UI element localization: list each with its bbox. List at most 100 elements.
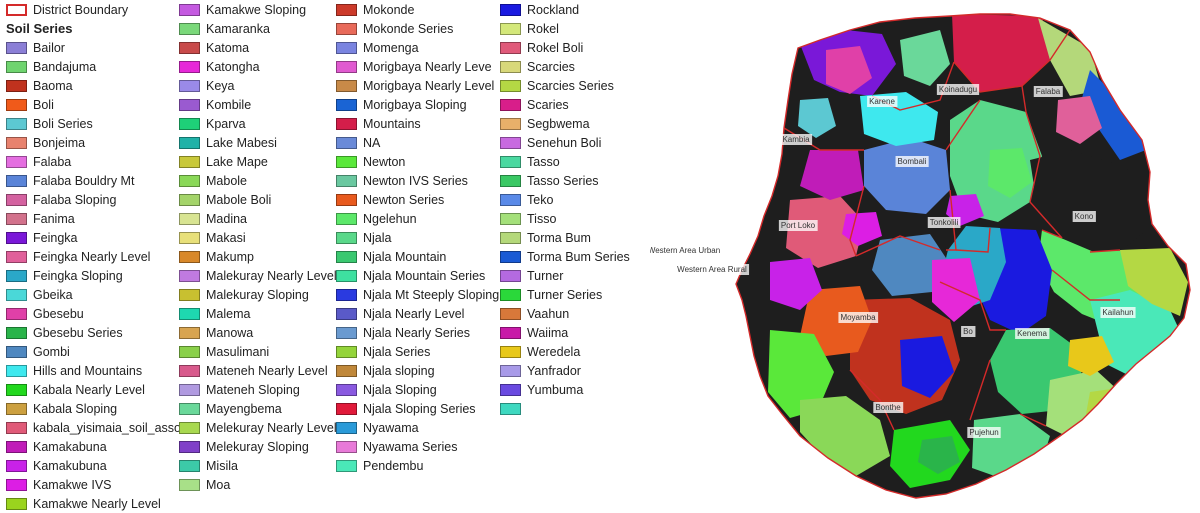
legend-item: Newton Series <box>336 190 499 209</box>
legend-label: Masulimani <box>206 344 270 359</box>
legend-label: Fanima <box>33 211 75 226</box>
legend-label: Turner Series <box>527 287 603 302</box>
legend-label: Njala sloping <box>363 363 435 378</box>
legend-item: Falaba Sloping <box>6 190 181 209</box>
legend-label: Morigbaya Nearly Leve <box>363 59 492 74</box>
legend-label: Torma Bum <box>527 230 591 245</box>
soil-map: Karene Koinadugu Falaba Kambia Bombali Tonkol… <box>650 13 1191 499</box>
legend-swatch <box>6 136 27 149</box>
legend-item: Boli <box>6 95 181 114</box>
legend-item: Feingka Nearly Level <box>6 247 181 266</box>
legend-swatch <box>500 231 521 244</box>
legend-item: Morigbaya Sloping <box>336 95 499 114</box>
legend-swatch <box>336 307 357 320</box>
legend-item: Masulimani <box>179 342 337 361</box>
legend-swatch <box>336 326 357 339</box>
legend-swatch <box>6 174 27 187</box>
legend-item: Waiima <box>500 323 630 342</box>
legend-swatch <box>6 326 27 339</box>
legend-item: Keya <box>179 76 337 95</box>
legend-item: Mateneh Nearly Level <box>179 361 337 380</box>
legend-label: Turner <box>527 268 564 283</box>
legend-swatch <box>179 440 200 453</box>
legend-item: Kamakwe Sloping <box>179 0 337 19</box>
district-label-background <box>778 220 818 231</box>
legend-label: Rokel Boli <box>527 40 584 55</box>
legend-label: Moa <box>206 477 231 492</box>
district-boundary-swatch <box>6 3 27 16</box>
legend-swatch <box>179 402 200 415</box>
legend-item: Feingka <box>6 228 181 247</box>
legend-swatch <box>336 22 357 35</box>
legend-swatch <box>179 383 200 396</box>
legend-swatch <box>336 212 357 225</box>
legend-label: Segbwema <box>527 116 590 131</box>
legend-column-4: Rockland Rokel Rokel Boli Scarcies Scarcies … <box>500 0 630 418</box>
district-label-background <box>1015 328 1050 339</box>
legend-label: Feingka <box>33 230 78 245</box>
legend-swatch <box>6 307 27 320</box>
legend-item: kabala_yisimaia_soil_asso <box>6 418 181 437</box>
legend-swatch <box>336 459 357 472</box>
legend-swatch <box>500 136 521 149</box>
legend-label: Njala Sloping Series <box>363 401 476 416</box>
legend-swatch <box>336 345 357 358</box>
legend-swatch <box>6 269 27 282</box>
soil-polygons <box>768 14 1188 488</box>
legend-column-1: District Boundary Soil Series Bailor Band… <box>6 0 181 513</box>
legend-swatch <box>179 22 200 35</box>
district-label: Port Loko <box>781 221 816 230</box>
legend-label: Njala Nearly Level <box>363 306 465 321</box>
district-label: Tonkolili <box>930 218 959 227</box>
legend-item: Teko <box>500 190 630 209</box>
legend-item: Moa <box>179 475 337 494</box>
legend-swatch <box>179 98 200 111</box>
legend-swatch <box>6 421 27 434</box>
legend-swatch <box>500 326 521 339</box>
legend-label: Momenga <box>363 40 419 55</box>
legend-column-3: Mokonde Mokonde Series Momenga Morigbaya Ne… <box>336 0 499 475</box>
legend: District Boundary Soil Series Bailor Band… <box>6 0 630 511</box>
legend-label: Mokonde Series <box>363 21 454 36</box>
legend-item: Feingka Sloping <box>6 266 181 285</box>
legend-item: Newton IVS Series <box>336 171 499 190</box>
district-label: Pujehun <box>969 428 998 437</box>
legend-items-2: Kamakwe Sloping Kamaranka Katoma Katongha Ke… <box>179 0 337 494</box>
legend-item: Kabala Nearly Level <box>6 380 181 399</box>
legend-swatch <box>6 288 27 301</box>
district-label-background <box>780 134 813 145</box>
legend-swatch <box>500 212 521 225</box>
legend-item: Momenga <box>336 38 499 57</box>
legend-item: Mayengbema <box>179 399 337 418</box>
legend-item: Yumbuma <box>500 380 630 399</box>
legend-label: Manowa <box>206 325 254 340</box>
legend-item: Njala <box>336 228 499 247</box>
legend-label: Waiima <box>527 325 569 340</box>
legend-column-2: Kamakwe Sloping Kamaranka Katoma Katongha Ke… <box>179 0 337 494</box>
legend-swatch <box>500 79 521 92</box>
legend-label: Torma Bum Series <box>527 249 630 264</box>
legend-swatch <box>500 288 521 301</box>
legend-item: Bandajuma <box>6 57 181 76</box>
legend-swatch <box>179 79 200 92</box>
legend-swatch <box>179 345 200 358</box>
legend-swatch <box>179 193 200 206</box>
legend-label: Scaries <box>527 97 569 112</box>
legend-swatch <box>336 41 357 54</box>
legend-swatch <box>500 383 521 396</box>
legend-swatch <box>179 41 200 54</box>
legend-item: Torma Bum <box>500 228 630 247</box>
legend-swatch <box>500 155 521 168</box>
district-label: Kenema <box>1017 329 1047 338</box>
legend-heading: Soil Series <box>6 21 73 36</box>
legend-items-1: Bailor Bandajuma Baoma Boli Boli Series Bonje… <box>6 38 181 513</box>
district-label: Kambia <box>782 135 810 144</box>
district-label-background <box>961 326 976 337</box>
legend-label: Gbesebu Series <box>33 325 123 340</box>
legend-item: Manowa <box>179 323 337 342</box>
legend-label: Malekuray Sloping <box>206 287 309 302</box>
legend-swatch <box>500 22 521 35</box>
legend-item: Malekuray Sloping <box>179 285 337 304</box>
legend-item: Rokel <box>500 19 630 38</box>
legend-swatch <box>6 155 27 168</box>
